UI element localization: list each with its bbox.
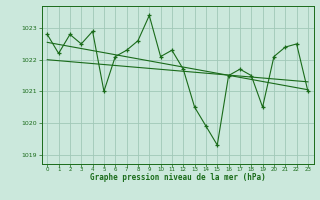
X-axis label: Graphe pression niveau de la mer (hPa): Graphe pression niveau de la mer (hPa) [90,173,266,182]
